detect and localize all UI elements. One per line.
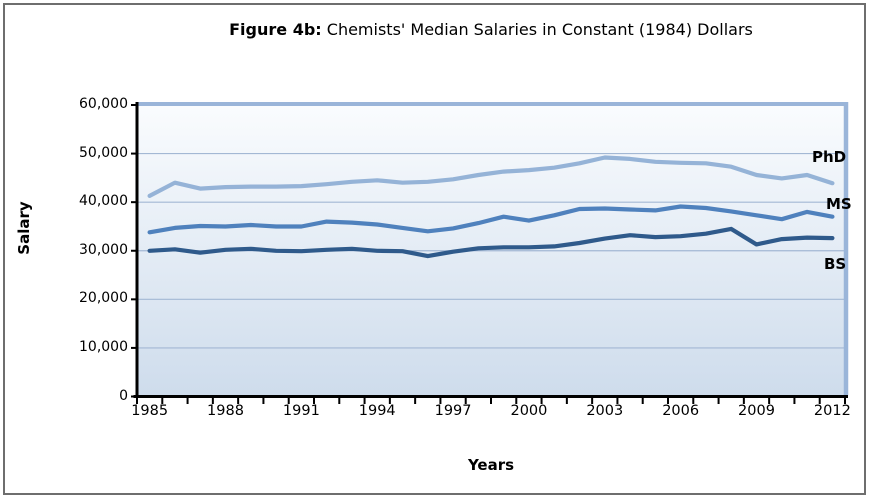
series-line-phd — [147, 155, 835, 198]
series-label-ms: MS — [826, 195, 852, 213]
series-label-bs: BS — [824, 255, 847, 273]
x-axis-title: Years — [467, 456, 515, 474]
series-line-bs — [147, 226, 835, 259]
chart-title-prefix: Figure 4b: — [229, 20, 322, 39]
series-line-ms — [147, 204, 835, 235]
chart-title: Figure 4b: Chemists' Median Salaries in … — [137, 20, 845, 39]
chart-title-text: Chemists' Median Salaries in Constant (1… — [321, 20, 753, 39]
series-label-phd: PhD — [812, 148, 847, 166]
